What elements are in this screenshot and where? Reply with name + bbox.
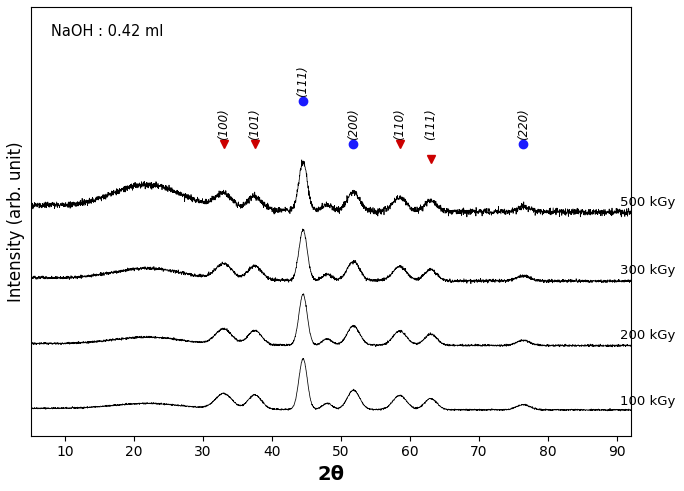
Text: (101): (101) — [248, 108, 261, 140]
Text: NaOH : 0.42 ml: NaOH : 0.42 ml — [51, 24, 163, 39]
Text: (200): (200) — [347, 108, 360, 140]
Text: (111): (111) — [297, 65, 310, 97]
Text: 500 kGy: 500 kGy — [620, 195, 676, 209]
Text: 200 kGy: 200 kGy — [620, 328, 676, 342]
X-axis label: 2θ: 2θ — [317, 465, 344, 484]
Text: 300 kGy: 300 kGy — [620, 264, 676, 277]
Y-axis label: Intensity (arb. unit): Intensity (arb. unit) — [7, 141, 25, 301]
Text: (111): (111) — [424, 108, 437, 140]
Text: (220): (220) — [516, 108, 529, 140]
Text: 100 kGy: 100 kGy — [620, 395, 676, 408]
Text: (110): (110) — [393, 108, 406, 140]
Text: (100): (100) — [218, 108, 231, 140]
